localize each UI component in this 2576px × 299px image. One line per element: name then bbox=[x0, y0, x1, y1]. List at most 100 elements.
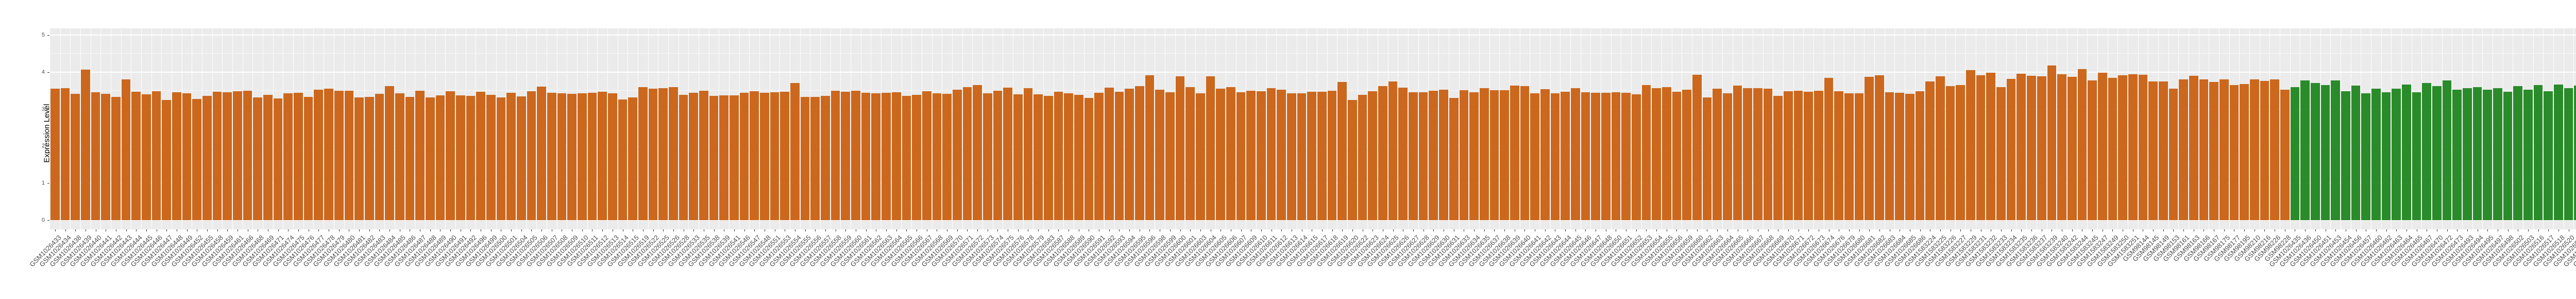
x-tick-mark bbox=[1676, 229, 1677, 231]
bar-GSM1026499 bbox=[486, 95, 496, 220]
bar-GSM1026590 bbox=[1084, 98, 1094, 220]
vertical-gridline bbox=[972, 28, 973, 229]
vertical-gridline bbox=[931, 28, 933, 229]
bar-GSM1026466 bbox=[243, 91, 252, 220]
bar-GSM1583236 bbox=[2027, 75, 2036, 220]
bar-GSM1026535 bbox=[699, 91, 708, 220]
bar-GSM1026672 bbox=[1804, 91, 1814, 220]
bar-GSM1026442 bbox=[111, 96, 121, 220]
y-tick-mark bbox=[47, 109, 49, 110]
bar-GSM1026680 bbox=[1854, 93, 1864, 220]
bar-GSM1026492 bbox=[466, 95, 476, 220]
bar-GSM1026614 bbox=[1297, 93, 1307, 220]
x-tick-mark bbox=[1038, 229, 1039, 231]
vertical-gridline bbox=[597, 28, 598, 229]
x-tick-mark bbox=[2021, 229, 2022, 231]
vertical-gridline bbox=[212, 28, 213, 229]
x-tick-mark bbox=[207, 229, 208, 231]
bar-GSM1026558 bbox=[831, 91, 840, 220]
bar-GSM1026518 bbox=[2554, 84, 2563, 220]
vertical-gridline bbox=[1742, 28, 1743, 229]
bar-GSM1026562 bbox=[871, 93, 881, 220]
bar-GSM1026436 bbox=[2300, 80, 2310, 220]
x-tick-mark bbox=[1494, 229, 1495, 231]
x-tick-mark bbox=[541, 229, 543, 231]
bar-GSM1026573 bbox=[982, 93, 992, 220]
minor-gridline bbox=[50, 90, 2576, 91]
x-tick-mark bbox=[1545, 229, 1546, 231]
bar-GSM1026555 bbox=[800, 96, 810, 220]
x-tick-mark bbox=[1474, 229, 1475, 231]
vertical-gridline bbox=[1570, 28, 1571, 229]
vertical-gridline bbox=[273, 28, 274, 229]
x-tick-mark bbox=[1484, 229, 1485, 231]
x-tick-mark bbox=[55, 229, 56, 231]
bar-GSM1026565 bbox=[902, 95, 911, 220]
vertical-gridline bbox=[1418, 28, 1419, 229]
x-tick-mark bbox=[663, 229, 664, 231]
x-tick-mark bbox=[1920, 229, 1921, 231]
x-tick-mark bbox=[714, 229, 715, 231]
bar-GSM1026598 bbox=[1155, 90, 1164, 220]
bar-GSM1026449 bbox=[182, 93, 192, 220]
bar-GSM1583242 bbox=[2067, 77, 2077, 220]
bar-GSM1026583 bbox=[1043, 95, 1053, 220]
x-tick-mark bbox=[2528, 229, 2529, 231]
x-tick-mark bbox=[2001, 229, 2002, 231]
x-tick-mark bbox=[511, 229, 512, 231]
bar-GSM1026653 bbox=[1641, 85, 1651, 220]
bar-GSM1026601 bbox=[1185, 87, 1195, 220]
x-tick-mark bbox=[2244, 229, 2245, 231]
vertical-gridline bbox=[293, 28, 294, 229]
bar-GSM1026628 bbox=[1418, 92, 1428, 220]
vertical-gridline bbox=[1590, 28, 1591, 229]
bar-GSM1026634 bbox=[1469, 92, 1479, 220]
bar-GSM1583234 bbox=[2006, 78, 2016, 220]
vertical-gridline bbox=[425, 28, 426, 229]
bar-GSM1026515 bbox=[628, 97, 637, 220]
vertical-gridline bbox=[2290, 28, 2291, 229]
x-tick-mark bbox=[1960, 229, 1961, 231]
bar-GSM1026650 bbox=[1611, 92, 1621, 220]
bar-GSM1026513 bbox=[607, 93, 617, 220]
x-tick-mark bbox=[896, 229, 897, 231]
x-tick-mark bbox=[1788, 229, 1789, 231]
bar-GSM1026592 bbox=[1104, 87, 1114, 220]
vertical-gridline bbox=[749, 28, 750, 229]
bar-GSM1026651 bbox=[1621, 93, 1631, 220]
bar-GSM1026627 bbox=[1409, 92, 1418, 220]
bar-GSM1026613 bbox=[1287, 93, 1296, 220]
bar-GSM1026496 bbox=[476, 91, 485, 220]
vertical-gridline bbox=[1874, 28, 1875, 229]
vertical-gridline bbox=[1864, 28, 1865, 229]
bar-GSM1026599 bbox=[1165, 92, 1175, 220]
x-tick-mark bbox=[65, 229, 66, 231]
bar-GSM1026674 bbox=[1824, 77, 1834, 220]
vertical-gridline bbox=[1914, 28, 1916, 229]
x-tick-mark bbox=[2072, 229, 2073, 231]
bar-GSM1026539 bbox=[719, 95, 729, 220]
bar-GSM1026587 bbox=[1054, 91, 1063, 220]
bar-GSM1026464 bbox=[2402, 84, 2411, 220]
bar-GSM1583229 bbox=[1966, 70, 1975, 220]
bar-GSM1026494 bbox=[2472, 87, 2482, 220]
x-tick-mark bbox=[1058, 229, 1059, 231]
bar-GSM1026659 bbox=[1682, 90, 1691, 220]
bar-GSM98228 bbox=[2280, 90, 2290, 220]
bar-GSM1026520 bbox=[2564, 88, 2573, 220]
bar-GSM1026463 bbox=[2392, 89, 2401, 220]
bar-GSM1026625 bbox=[1388, 81, 1398, 220]
x-tick-mark bbox=[1565, 229, 1566, 231]
bar-GSM1026626 bbox=[1398, 87, 1408, 220]
bar-GSM1026510 bbox=[577, 93, 587, 220]
vertical-gridline bbox=[1894, 28, 1895, 229]
bar-GSM1026434 bbox=[60, 88, 70, 220]
x-tick-mark bbox=[1717, 229, 1718, 231]
bar-GSM1026454 bbox=[2341, 91, 2350, 220]
vertical-gridline bbox=[141, 28, 142, 229]
x-tick-mark bbox=[450, 229, 451, 231]
x-tick-mark bbox=[1646, 229, 1647, 231]
vertical-gridline bbox=[2087, 28, 2088, 229]
vertical-gridline bbox=[303, 28, 304, 229]
bar-GSM1026579 bbox=[1033, 94, 1043, 220]
